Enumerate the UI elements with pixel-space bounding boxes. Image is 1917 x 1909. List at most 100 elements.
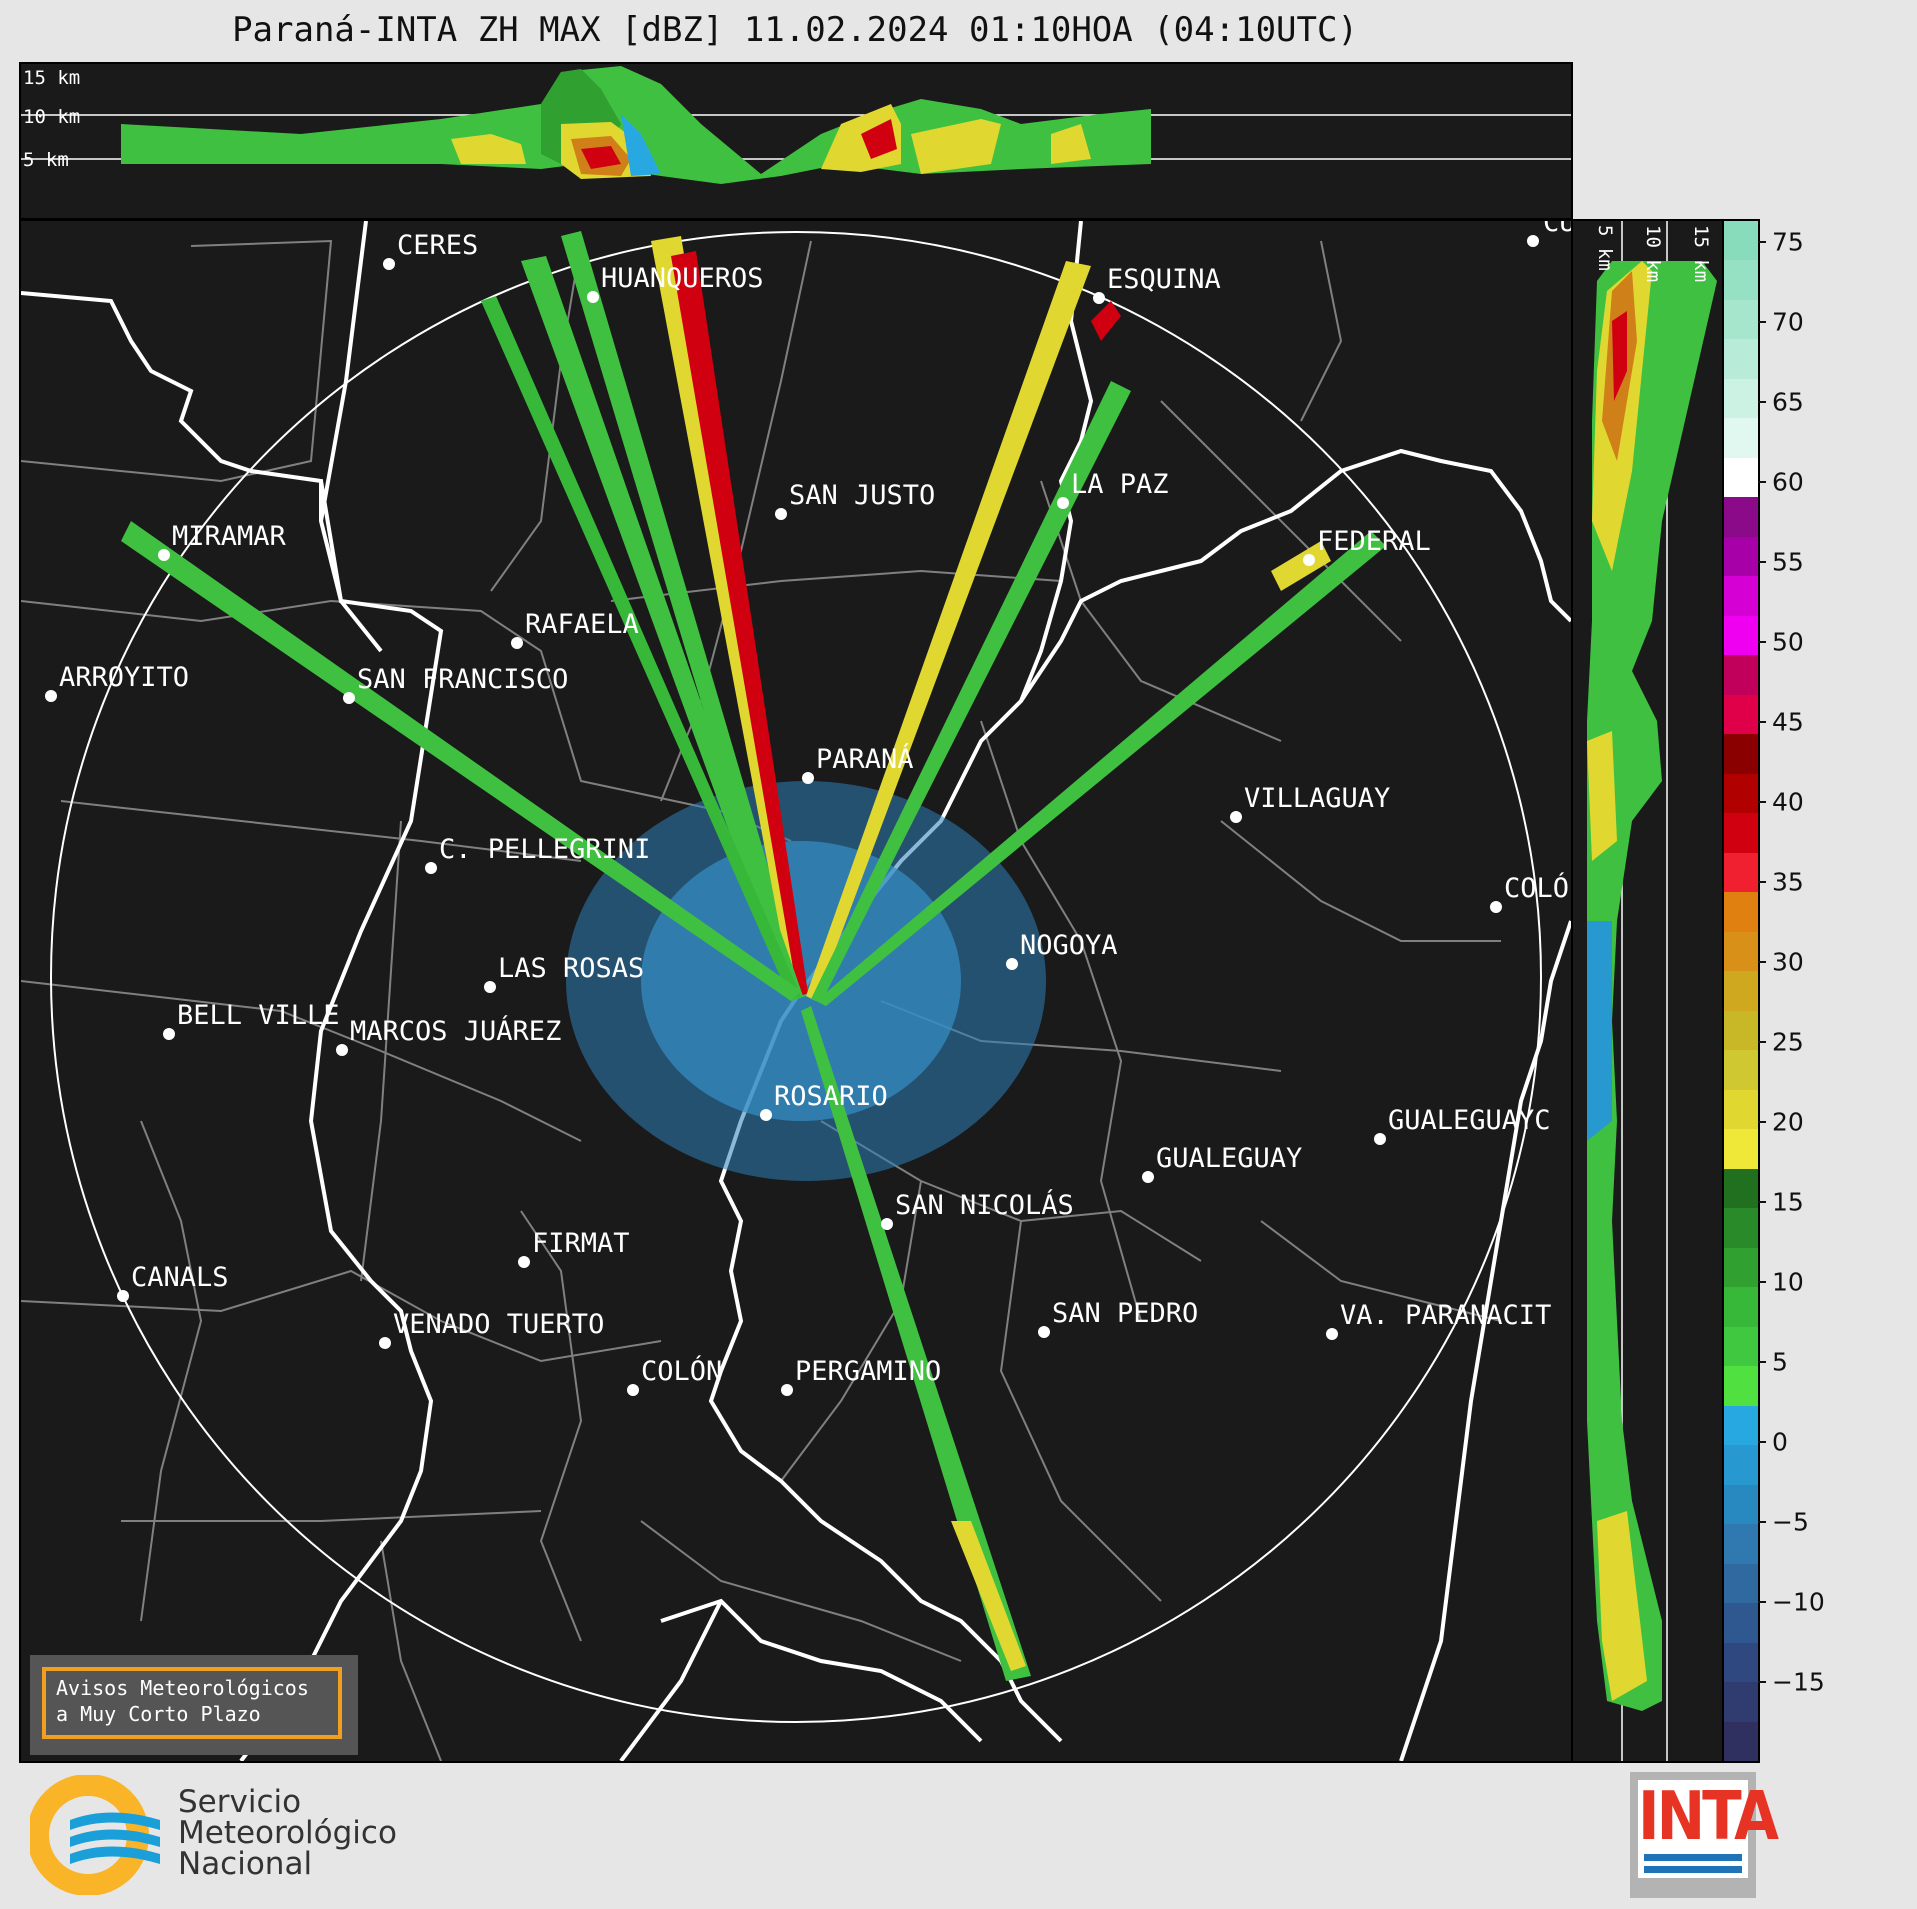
smn-logo: Servicio Meteorológico Nacional	[27, 1774, 450, 1896]
colorbar-tick	[1758, 561, 1766, 563]
dept-line	[360, 820, 402, 1282]
colorbar-tick	[1758, 1521, 1766, 1523]
city-marker	[1230, 811, 1242, 823]
dept-line	[980, 720, 1142, 1322]
city-marker	[1303, 554, 1315, 566]
city-marker	[760, 1109, 772, 1121]
colorbar-segment	[1724, 1524, 1758, 1565]
city-label: VILLAGUAY	[1244, 783, 1390, 814]
city-marker	[1326, 1328, 1338, 1340]
colorbar-segment	[1724, 1682, 1758, 1723]
smn-line-1: Servicio	[178, 1784, 302, 1820]
colorbar-segment	[1724, 1405, 1758, 1447]
colorbar-tick-label: 35	[1772, 867, 1804, 897]
city-marker	[117, 1290, 129, 1302]
colorbar-segment	[1724, 694, 1758, 736]
colorbar-tick	[1758, 1601, 1766, 1603]
colorbar-tick-label: 20	[1772, 1107, 1804, 1137]
colorbar-segment	[1724, 1287, 1758, 1328]
city-label: MIRAMAR	[172, 521, 287, 552]
city-label: COLÓN	[641, 1355, 722, 1387]
colorbar-segment	[1724, 773, 1758, 815]
figure-title: Paraná-INTA ZH MAX [dBZ] 11.02.2024 01:1…	[232, 10, 1358, 50]
colorbar-segment	[1724, 1050, 1758, 1091]
colorbar-segment	[1724, 931, 1758, 973]
colorbar-segment	[1724, 1326, 1758, 1368]
city-marker	[379, 1337, 391, 1349]
city-marker	[1374, 1133, 1386, 1145]
city-marker	[1093, 292, 1105, 304]
city-label: LAS ROSAS	[498, 953, 644, 984]
city-label: CANALS	[131, 1262, 229, 1293]
colorbar-segment	[1724, 536, 1758, 578]
spoke-ne1	[806, 261, 1091, 1001]
alt-label-5km: 5 km	[23, 149, 69, 171]
colorbar-segment	[1724, 1247, 1758, 1289]
colorbar-segment	[1724, 1366, 1758, 1407]
colorbar-tick	[1758, 481, 1766, 483]
city-label: COLÓ	[1504, 872, 1569, 904]
colorbar-segment	[1724, 260, 1758, 301]
colorbar-segment	[1724, 1563, 1758, 1605]
dept-line	[380, 1540, 442, 1761]
alt-label-15km-v: 15 km	[1690, 225, 1712, 283]
city-marker	[383, 258, 395, 270]
colorbar-segment	[1724, 576, 1758, 617]
alt-label-10km-v: 10 km	[1642, 225, 1664, 283]
dept-line	[21, 980, 582, 1142]
spoke-n1	[561, 231, 806, 1001]
city-marker	[587, 291, 599, 303]
colorbar-tick-label: 5	[1772, 1347, 1788, 1377]
colorbar-segment	[1724, 1642, 1758, 1684]
city-marker	[484, 981, 496, 993]
city-marker	[627, 1384, 639, 1396]
uruguay-river	[1399, 920, 1571, 1761]
dept-line	[60, 800, 582, 862]
city-marker	[425, 862, 437, 874]
smn-wave-2	[70, 1829, 160, 1847]
colorbar-tick	[1758, 721, 1766, 723]
city-marker	[1527, 235, 1539, 247]
echo-green-v	[1587, 261, 1717, 1711]
colorbar-segment	[1724, 1089, 1758, 1131]
colorbar-tick-label: 25	[1772, 1027, 1804, 1057]
warning-box[interactable]: Avisos Meteorológicos a Muy Corto Plazo	[30, 1655, 358, 1755]
dept-line	[21, 1269, 662, 1363]
colorbar-tick	[1758, 881, 1766, 883]
city-label: ROSARIO	[774, 1081, 888, 1112]
echo-yellow-v2	[1587, 731, 1617, 861]
colorbar-segment	[1724, 1721, 1758, 1761]
inta-stripe-1	[1644, 1854, 1742, 1861]
spoke-ne2	[811, 381, 1131, 1003]
colorbar-tick	[1758, 1041, 1766, 1043]
city-marker	[881, 1218, 893, 1230]
city-label: HUANQUEROS	[601, 263, 764, 294]
colorbar-tick-label: 40	[1772, 787, 1804, 817]
smn-wave-3	[70, 1846, 160, 1864]
echo-red-v1	[1612, 311, 1627, 401]
colorbar-tick	[1758, 241, 1766, 243]
colorbar-tick-label: 45	[1772, 707, 1804, 737]
colorbar-segment	[1724, 299, 1758, 341]
city-label: RAFAELA	[525, 609, 639, 640]
colorbar-tick	[1758, 1281, 1766, 1283]
city-marker	[781, 1384, 793, 1396]
colorbar-tick-label: 75	[1772, 227, 1804, 257]
echo-blue-v	[1587, 921, 1612, 1141]
city-label: LA PAZ	[1071, 469, 1169, 500]
colorbar-segment	[1724, 852, 1758, 894]
right-cross-section-plot	[1587, 221, 1717, 1761]
warning-box-frame: Avisos Meteorológicos a Muy Corto Plazo	[42, 1667, 342, 1739]
colorbar-segment	[1724, 1010, 1758, 1052]
map-canvas: CERES HUANQUEROS ESQUINA CU SAN JUSTO LA PAZ M…	[21, 221, 1571, 1761]
prov-line	[21, 291, 383, 653]
echo-yellow-4	[911, 119, 1001, 174]
city-marker	[158, 549, 170, 561]
echo-yellow-5	[1051, 124, 1091, 164]
colorbar-tick	[1758, 1201, 1766, 1203]
city-marker	[518, 1256, 530, 1268]
colorbar-tick	[1758, 961, 1766, 963]
colorbar-tick	[1758, 1441, 1766, 1443]
dept-line	[1300, 240, 1343, 422]
city-label: PERGAMINO	[795, 1356, 941, 1387]
